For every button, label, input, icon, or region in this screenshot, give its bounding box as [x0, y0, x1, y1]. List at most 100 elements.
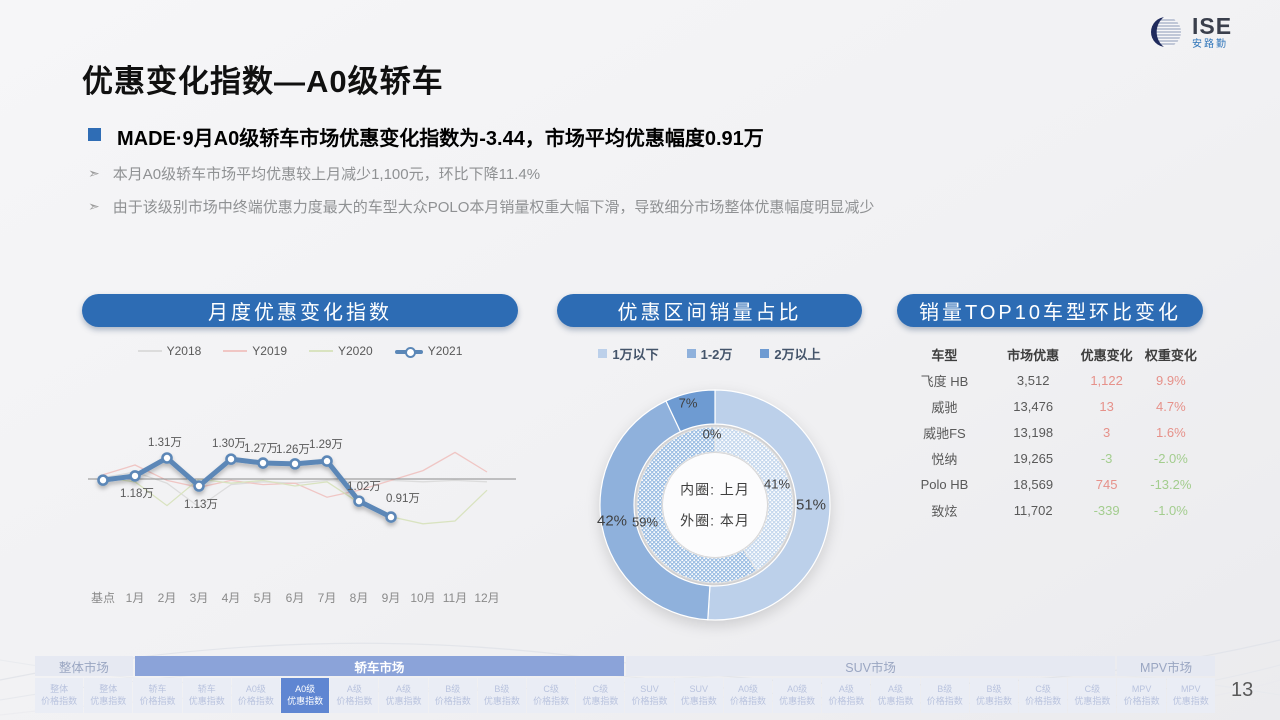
donut-chart-area: 内圈: 上月 外圈: 本月 7% 0% 41% 51% 42% 59%	[565, 383, 865, 623]
table-row: 威驰FS 13,198 3 1.6%	[897, 419, 1203, 445]
nav-tab-label-line2: 价格指数	[533, 695, 570, 706]
nav-tab-10-B级-优惠指数[interactable]: B级 优惠指数	[477, 678, 527, 713]
legend-swatch-line-icon	[309, 350, 333, 352]
legend-label: Y2018	[166, 344, 202, 358]
nav-section-sedan[interactable]: 轿车市场	[134, 656, 624, 676]
x-axis-tick-label: 3月	[190, 591, 209, 605]
nav-tab-19-B级-价格指数[interactable]: B级 价格指数	[920, 678, 969, 713]
nav-tab-13-SUV-价格指数[interactable]: SUV 价格指数	[625, 678, 674, 713]
cell-market-discount: 13,476	[1013, 398, 1054, 414]
nav-tab-5-A0级-价格指数[interactable]: A0级 价格指数	[231, 678, 281, 713]
nav-section-suv[interactable]: SUV市场	[626, 656, 1116, 676]
donut-percent-label: 41%	[763, 476, 791, 492]
data-point-marker	[289, 458, 301, 470]
cell-model: Polo HB	[920, 476, 969, 492]
arrow-bullet-icon: ➣	[88, 165, 100, 181]
donut-center-inner-label: 内圈: 上月	[680, 481, 750, 498]
nav-tab-24-MPV-优惠指数[interactable]: MPV 优惠指数	[1166, 678, 1215, 713]
cell-discount-change: 3	[1102, 424, 1111, 440]
bullet-square-icon	[88, 128, 101, 141]
nav-section-mpv[interactable]: MPV市场	[1117, 656, 1215, 676]
donut-legend-item-1: 1万以下	[598, 344, 659, 363]
nav-tab-6-A0级-优惠指数[interactable]: A0级 优惠指数	[281, 678, 330, 713]
nav-tab-21-C级-价格指数[interactable]: C级 价格指数	[1019, 678, 1068, 713]
x-axis-tick-label: 6月	[286, 591, 305, 605]
panel-title-line-chart: 月度优惠变化指数	[82, 294, 518, 327]
nav-tab-12-C级-优惠指数[interactable]: C级 优惠指数	[576, 678, 625, 713]
data-point-label: 1.31万	[148, 437, 182, 449]
table-header-cell: 市场优惠	[1007, 348, 1060, 363]
nav-tab-label-line2: 优惠指数	[188, 695, 225, 706]
nav-tab-label-line2: 优惠指数	[483, 695, 520, 706]
nav-tab-11-C级-价格指数[interactable]: C级 价格指数	[527, 678, 576, 713]
nav-tab-label-line1: 轿车	[197, 683, 216, 694]
nav-tab-label-line2: 价格指数	[336, 695, 373, 706]
nav-tab-7-A级-价格指数[interactable]: A级 价格指数	[330, 678, 379, 713]
cell-weight-change: -13.2%	[1150, 476, 1192, 492]
nav-tab-label-line1: A0级	[787, 683, 808, 694]
nav-tab-label-line2: 价格指数	[631, 695, 668, 706]
nav-tab-8-A级-优惠指数[interactable]: A级 优惠指数	[379, 678, 428, 713]
nav-tab-15-A0级-价格指数[interactable]: A0级 价格指数	[723, 678, 773, 713]
nav-tab-label-line1: A级	[888, 683, 904, 694]
nav-tab-3-轿车-价格指数[interactable]: 轿车 价格指数	[133, 678, 182, 713]
nav-tab-label-line2: 优惠指数	[1074, 695, 1111, 706]
table-header-cell: 权重变化	[1144, 348, 1197, 363]
x-axis-tick-label: 7月	[318, 591, 337, 605]
cell-discount-change: 1,122	[1090, 372, 1123, 388]
data-point-marker	[353, 495, 365, 507]
nav-tab-14-SUV-优惠指数[interactable]: SUV 优惠指数	[674, 678, 723, 713]
cell-market-discount: 13,198	[1013, 424, 1054, 440]
line-series-Y2020	[102, 476, 488, 525]
panel-title-table: 销量TOP10车型环比变化	[897, 294, 1203, 327]
nav-tab-label-line2: 优惠指数	[975, 695, 1012, 706]
nav-tab-18-A级-优惠指数[interactable]: A级 优惠指数	[871, 678, 920, 713]
summary-sub-bullet-1: ➣ 本月A0级轿车市场平均优惠较上月减少1,100元，环比下降11.4%	[88, 164, 540, 185]
summary-sub-text-1: 本月A0级轿车市场平均优惠较上月减少1,100元，环比下降11.4%	[112, 166, 541, 183]
nav-tab-label-line1: A0级	[737, 683, 758, 694]
nav-tab-label-line2: 优惠指数	[582, 695, 619, 706]
nav-tab-20-B级-优惠指数[interactable]: B级 优惠指数	[969, 678, 1019, 713]
nav-tab-label-line1: SUV	[689, 683, 708, 694]
summary-main-text: MADE·9月A0级轿车市场优惠变化指数为-3.44，市场平均优惠幅度0.91万	[117, 128, 764, 150]
donut-percent-label: 0%	[702, 426, 722, 442]
data-point-marker	[385, 511, 397, 523]
nav-tab-22-C级-优惠指数[interactable]: C级 优惠指数	[1068, 678, 1117, 713]
donut-percent-label: 59%	[631, 514, 659, 530]
nav-tab-label-line1: C级	[1035, 683, 1051, 694]
nav-tab-2-整体-优惠指数[interactable]: 整体 优惠指数	[84, 678, 133, 713]
table-row: 威驰 13,476 13 4.7%	[897, 393, 1203, 419]
cell-discount-change: 13	[1099, 398, 1114, 414]
nav-tab-9-B级-价格指数[interactable]: B级 价格指数	[428, 678, 477, 713]
nav-tab-label-line1: B级	[494, 683, 510, 694]
x-axis-tick-label: 4月	[222, 591, 241, 605]
nav-tab-label-line1: A级	[396, 683, 412, 694]
table-row: 飞度 HB 3,512 1,122 9.9%	[897, 367, 1203, 393]
donut-center-outer-label: 外圈: 本月	[680, 512, 750, 529]
donut-center-note: 内圈: 上月 外圈: 本月	[680, 480, 750, 531]
nav-tab-23-MPV-价格指数[interactable]: MPV 价格指数	[1117, 678, 1166, 713]
bottom-nav-tabs: 整体 价格指数 整体 优惠指数 轿车 价格指数 轿车 优惠指数 A0级 价格指数 A0级 优惠指数 A级…	[35, 678, 1215, 713]
line-series-Y2019	[102, 451, 488, 498]
cell-model: 悦纳	[931, 451, 958, 467]
data-point-label: 1.29万	[309, 439, 343, 451]
nav-tab-label-line2: 价格指数	[1025, 695, 1062, 706]
nav-section-overall[interactable]: 整体市场	[35, 656, 133, 676]
nav-tab-label-line2: 价格指数	[139, 695, 176, 706]
logo-title: ISE	[1192, 12, 1233, 39]
data-point-label: 0.91万	[386, 493, 420, 505]
data-point-marker	[225, 453, 237, 465]
nav-tab-16-A0级-优惠指数[interactable]: A0级 优惠指数	[773, 678, 822, 713]
x-axis-tick-label: 基点	[91, 591, 115, 605]
nav-tab-4-轿车-优惠指数[interactable]: 轿车 优惠指数	[182, 678, 231, 713]
cell-model: 威驰	[931, 399, 958, 415]
nav-tab-label-line1: C级	[1084, 683, 1101, 694]
cell-weight-change: 9.9%	[1156, 372, 1186, 388]
nav-tab-1-整体-价格指数[interactable]: 整体 价格指数	[35, 678, 84, 713]
cell-weight-change: -1.0%	[1153, 502, 1188, 518]
page-number: 13	[1231, 679, 1254, 701]
cell-model: 威驰FS	[923, 425, 966, 441]
nav-tab-17-A级-价格指数[interactable]: A级 价格指数	[822, 678, 871, 713]
